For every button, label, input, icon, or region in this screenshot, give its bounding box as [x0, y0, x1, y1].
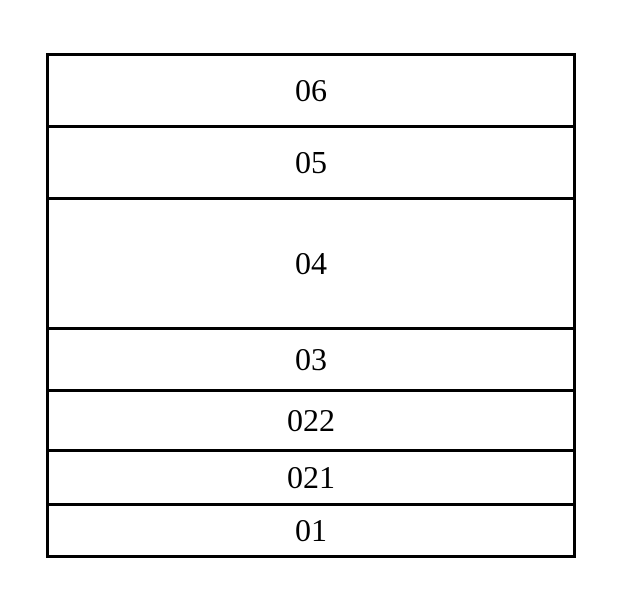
layer-row: 021: [49, 452, 573, 506]
layer-row: 04: [49, 200, 573, 330]
layer-row: 06: [49, 56, 573, 128]
layer-label: 03: [295, 341, 327, 378]
layer-row: 01: [49, 506, 573, 558]
layer-label: 05: [295, 144, 327, 181]
layer-label: 022: [287, 402, 335, 439]
layer-label: 01: [295, 512, 327, 549]
layer-row: 03: [49, 330, 573, 392]
layer-row: 022: [49, 392, 573, 452]
layer-stack: 06 05 04 03 022 021 01: [46, 53, 576, 558]
layer-label: 021: [287, 459, 335, 496]
layer-label: 04: [295, 245, 327, 282]
layer-label: 06: [295, 72, 327, 109]
layer-row: 05: [49, 128, 573, 200]
